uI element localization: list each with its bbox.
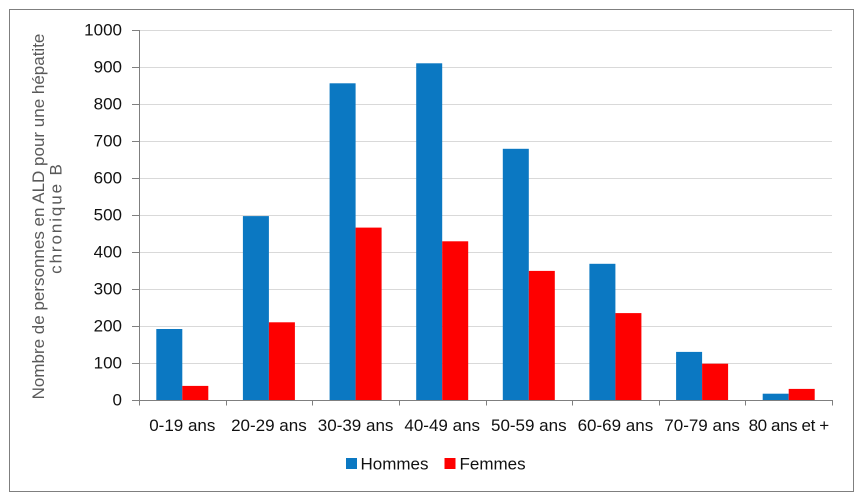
svg-text:100: 100 [94,353,122,372]
svg-text:900: 900 [94,57,122,76]
svg-text:60-69 ans: 60-69 ans [578,416,654,435]
svg-text:30-39 ans: 30-39 ans [318,416,394,435]
svg-text:300: 300 [94,279,122,298]
svg-text:20-29 ans: 20-29 ans [231,416,307,435]
svg-text:500: 500 [94,205,122,224]
svg-text:Femmes: Femmes [460,455,526,474]
svg-text:Hommes: Hommes [361,455,429,474]
svg-text:40-49 ans: 40-49 ans [404,416,480,435]
svg-text:0: 0 [113,390,122,409]
svg-text:0-19 ans: 0-19 ans [149,416,215,435]
svg-text:400: 400 [94,242,122,261]
svg-text:chronique B: chronique B [47,162,66,274]
svg-text:600: 600 [94,168,122,187]
svg-text:700: 700 [94,131,122,150]
svg-text:200: 200 [94,316,122,335]
svg-text:50-59 ans: 50-59 ans [491,416,567,435]
svg-text:80 ans et +: 80 ans et + [749,416,830,435]
svg-text:800: 800 [94,94,122,113]
svg-text:Nombre de personnes en ALD pou: Nombre de personnes en ALD pour une hépa… [29,34,48,400]
svg-text:1000: 1000 [84,20,122,39]
svg-text:70-79 ans: 70-79 ans [664,416,740,435]
